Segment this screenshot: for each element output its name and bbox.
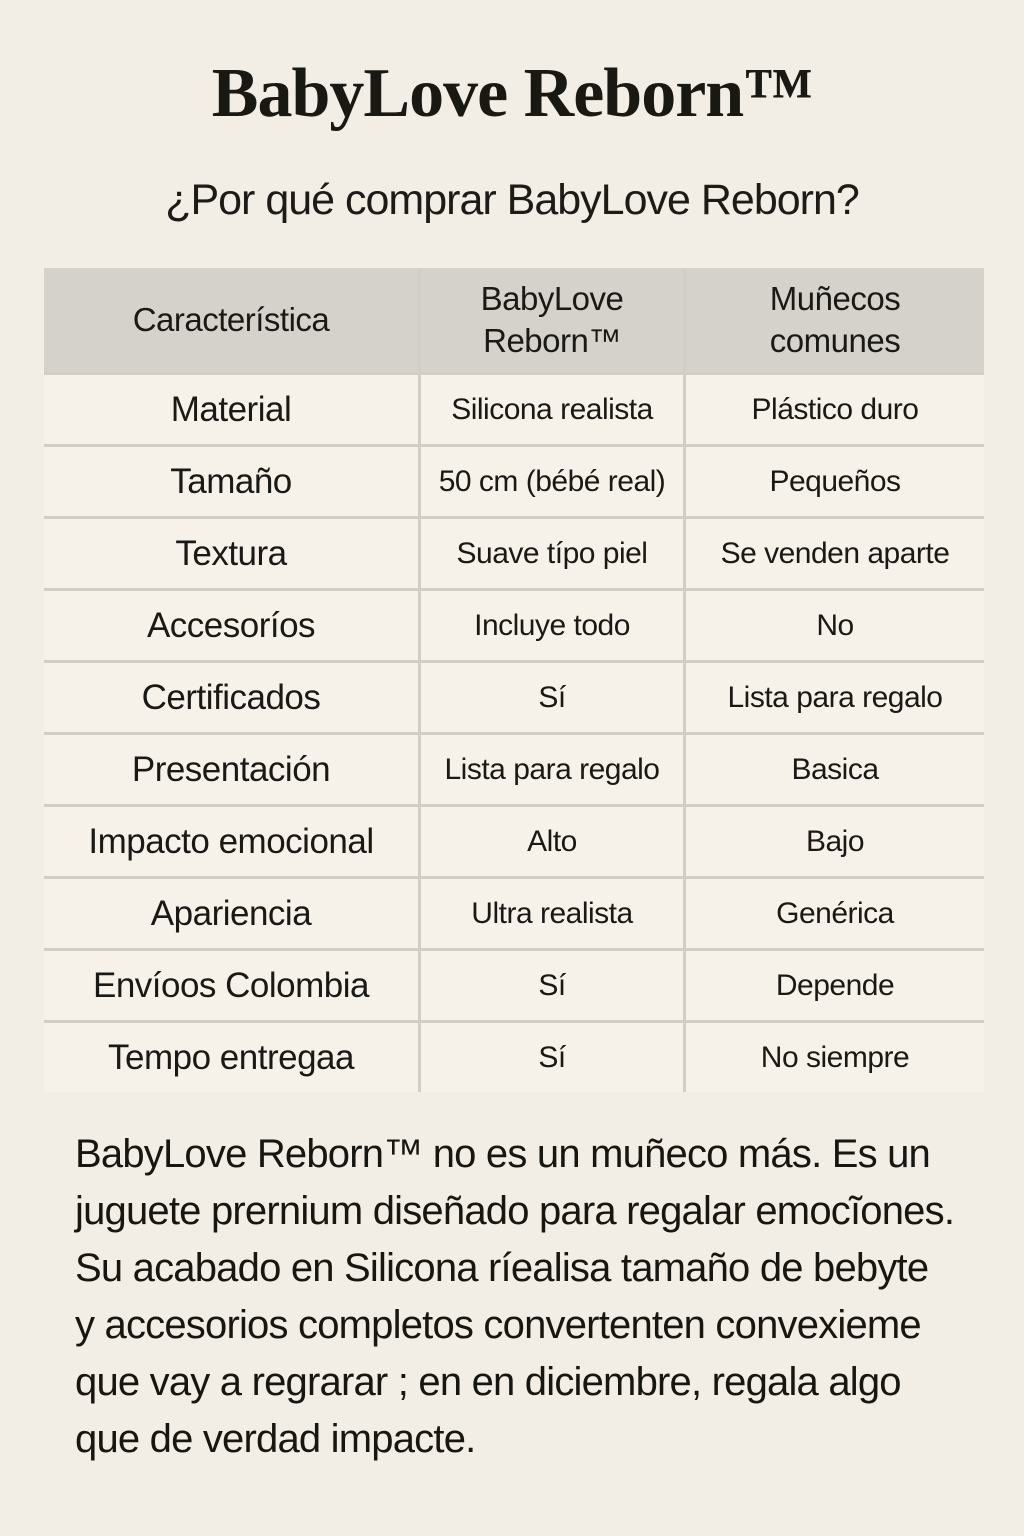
comparison-table: Característica BabyLove Reborn™ Muñecos … <box>44 268 984 1092</box>
common-value-cell: Bajo <box>686 807 984 876</box>
page-subtitle: ¿Por qué comprar BabyLove Reborn? <box>165 176 860 224</box>
babylove-value-cell: Silicona realista <box>421 375 683 444</box>
common-value-cell: Depende <box>686 951 984 1020</box>
feature-cell: Material <box>44 375 418 444</box>
feature-cell: Certificados <box>44 663 418 732</box>
common-value-cell: No <box>686 591 984 660</box>
feature-cell: Tamaño <box>44 447 418 516</box>
common-value-cell: Pequeños <box>686 447 984 516</box>
column-header-babylove: BabyLove Reborn™ <box>421 268 683 372</box>
feature-cell: Presentación <box>44 735 418 804</box>
babylove-value-cell: Sí <box>421 1023 683 1092</box>
common-value-cell: Plástico duro <box>686 375 984 444</box>
babylove-value-cell: Sí <box>421 951 683 1020</box>
babylove-value-cell: Sí <box>421 663 683 732</box>
common-value-cell: Se venden aparte <box>686 519 984 588</box>
feature-cell: Tempo entregaa <box>44 1023 418 1092</box>
babylove-value-cell: Lista para regalo <box>421 735 683 804</box>
page-title: BabyLove Reborn™ <box>211 55 813 132</box>
common-value-cell: Lista para regalo <box>686 663 984 732</box>
description-text: BabyLove Reborn™ no es un muñeco más. Es… <box>75 1132 955 1461</box>
babylove-value-cell: 50 cm (bébé real) <box>421 447 683 516</box>
column-header-feature: Característica <box>44 268 418 372</box>
feature-cell: Impacto emocional <box>44 807 418 876</box>
babylove-value-cell: Suave típo piel <box>421 519 683 588</box>
feature-cell: Textura <box>44 519 418 588</box>
common-value-cell: Basica <box>686 735 984 804</box>
common-value-cell: Genérica <box>686 879 984 948</box>
common-value-cell: No siempre <box>686 1023 984 1092</box>
babylove-value-cell: Alto <box>421 807 683 876</box>
babylove-value-cell: Incluye todo <box>421 591 683 660</box>
column-header-common: Muñecos comunes <box>686 268 984 372</box>
feature-cell: Envíoos Colombia <box>44 951 418 1020</box>
feature-cell: Apariencia <box>44 879 418 948</box>
feature-cell: Accesoríos <box>44 591 418 660</box>
babylove-value-cell: Ultra realista <box>421 879 683 948</box>
